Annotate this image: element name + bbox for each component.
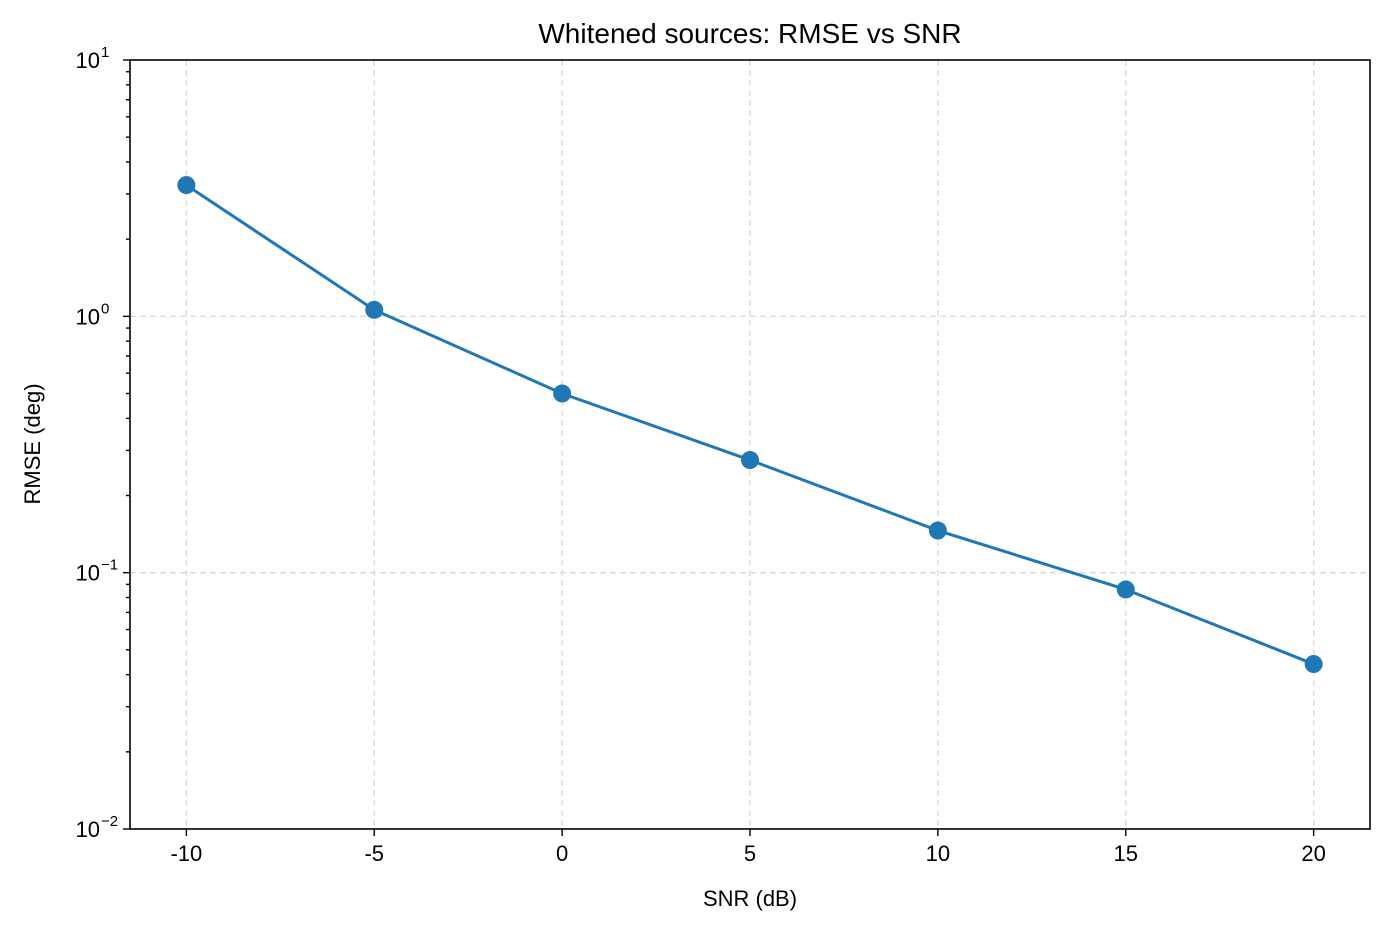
y-tick-label: 10 xyxy=(76,48,100,73)
y-tick-label: 10 xyxy=(76,304,100,329)
data-point xyxy=(1304,655,1323,674)
x-tick-label: 20 xyxy=(1301,841,1325,866)
x-axis-label: SNR (dB) xyxy=(703,886,797,911)
x-tick-label: 10 xyxy=(926,841,950,866)
grid-layer xyxy=(130,60,1370,829)
chart-title: Whitened sources: RMSE vs SNR xyxy=(538,18,961,49)
data-point xyxy=(1116,580,1135,599)
y-tick-base: 10 xyxy=(76,817,100,842)
y-tick-exponent: 1 xyxy=(101,44,109,61)
y-tick-label: 10 xyxy=(76,561,100,586)
x-tick-label: 5 xyxy=(744,841,756,866)
x-tick-label: -10 xyxy=(170,841,202,866)
y-tick-exponent: −1 xyxy=(101,557,118,574)
x-tick-label: 0 xyxy=(556,841,568,866)
y-tick-exponent: −2 xyxy=(101,813,118,830)
y-tick-base: 10 xyxy=(76,48,100,73)
x-tick-label: -5 xyxy=(364,841,384,866)
y-tick-base: 10 xyxy=(76,304,100,329)
y-tick-exponent: 0 xyxy=(101,300,109,317)
data-point xyxy=(928,521,947,540)
series-layer xyxy=(177,176,1323,674)
data-point xyxy=(741,451,759,470)
y-tick-base: 10 xyxy=(76,561,100,586)
y-axis-label: RMSE (deg) xyxy=(20,383,45,504)
data-point xyxy=(177,176,196,195)
data-point xyxy=(553,384,572,403)
data-point xyxy=(365,300,384,319)
x-tick-label: 15 xyxy=(1114,841,1138,866)
y-tick-label: 10 xyxy=(76,817,100,842)
